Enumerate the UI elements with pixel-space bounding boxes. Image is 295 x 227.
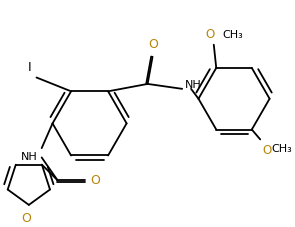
Text: O: O [263,144,272,157]
Text: O: O [91,174,100,187]
Text: O: O [206,28,215,41]
Text: NH: NH [185,80,201,90]
Text: O: O [149,38,158,51]
Text: CH₃: CH₃ [223,30,243,40]
Text: O: O [22,212,31,225]
Text: I: I [28,61,32,74]
Text: NH: NH [21,152,38,162]
Text: CH₃: CH₃ [272,144,292,154]
